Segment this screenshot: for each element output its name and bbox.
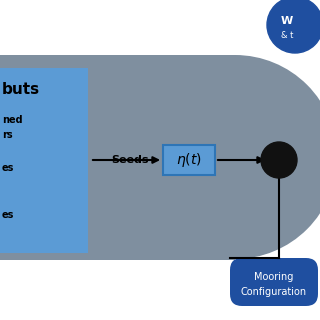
Text: Seeds: Seeds (111, 155, 149, 165)
Text: Configuration: Configuration (241, 287, 307, 297)
Text: es: es (2, 163, 14, 173)
Bar (0, 55, 235, 260)
Circle shape (267, 0, 320, 53)
Text: W: W (281, 16, 293, 26)
Text: rs: rs (2, 130, 12, 140)
Text: Mooring: Mooring (254, 272, 294, 282)
FancyBboxPatch shape (230, 258, 318, 306)
Bar (0, 68, 88, 253)
Wedge shape (235, 55, 320, 259)
Text: ned: ned (2, 115, 23, 125)
Circle shape (261, 142, 297, 178)
Text: es: es (2, 210, 14, 220)
Text: & t: & t (281, 30, 293, 39)
Text: $\eta(t)$: $\eta(t)$ (176, 151, 202, 169)
FancyBboxPatch shape (163, 145, 215, 175)
Text: buts: buts (2, 82, 40, 97)
